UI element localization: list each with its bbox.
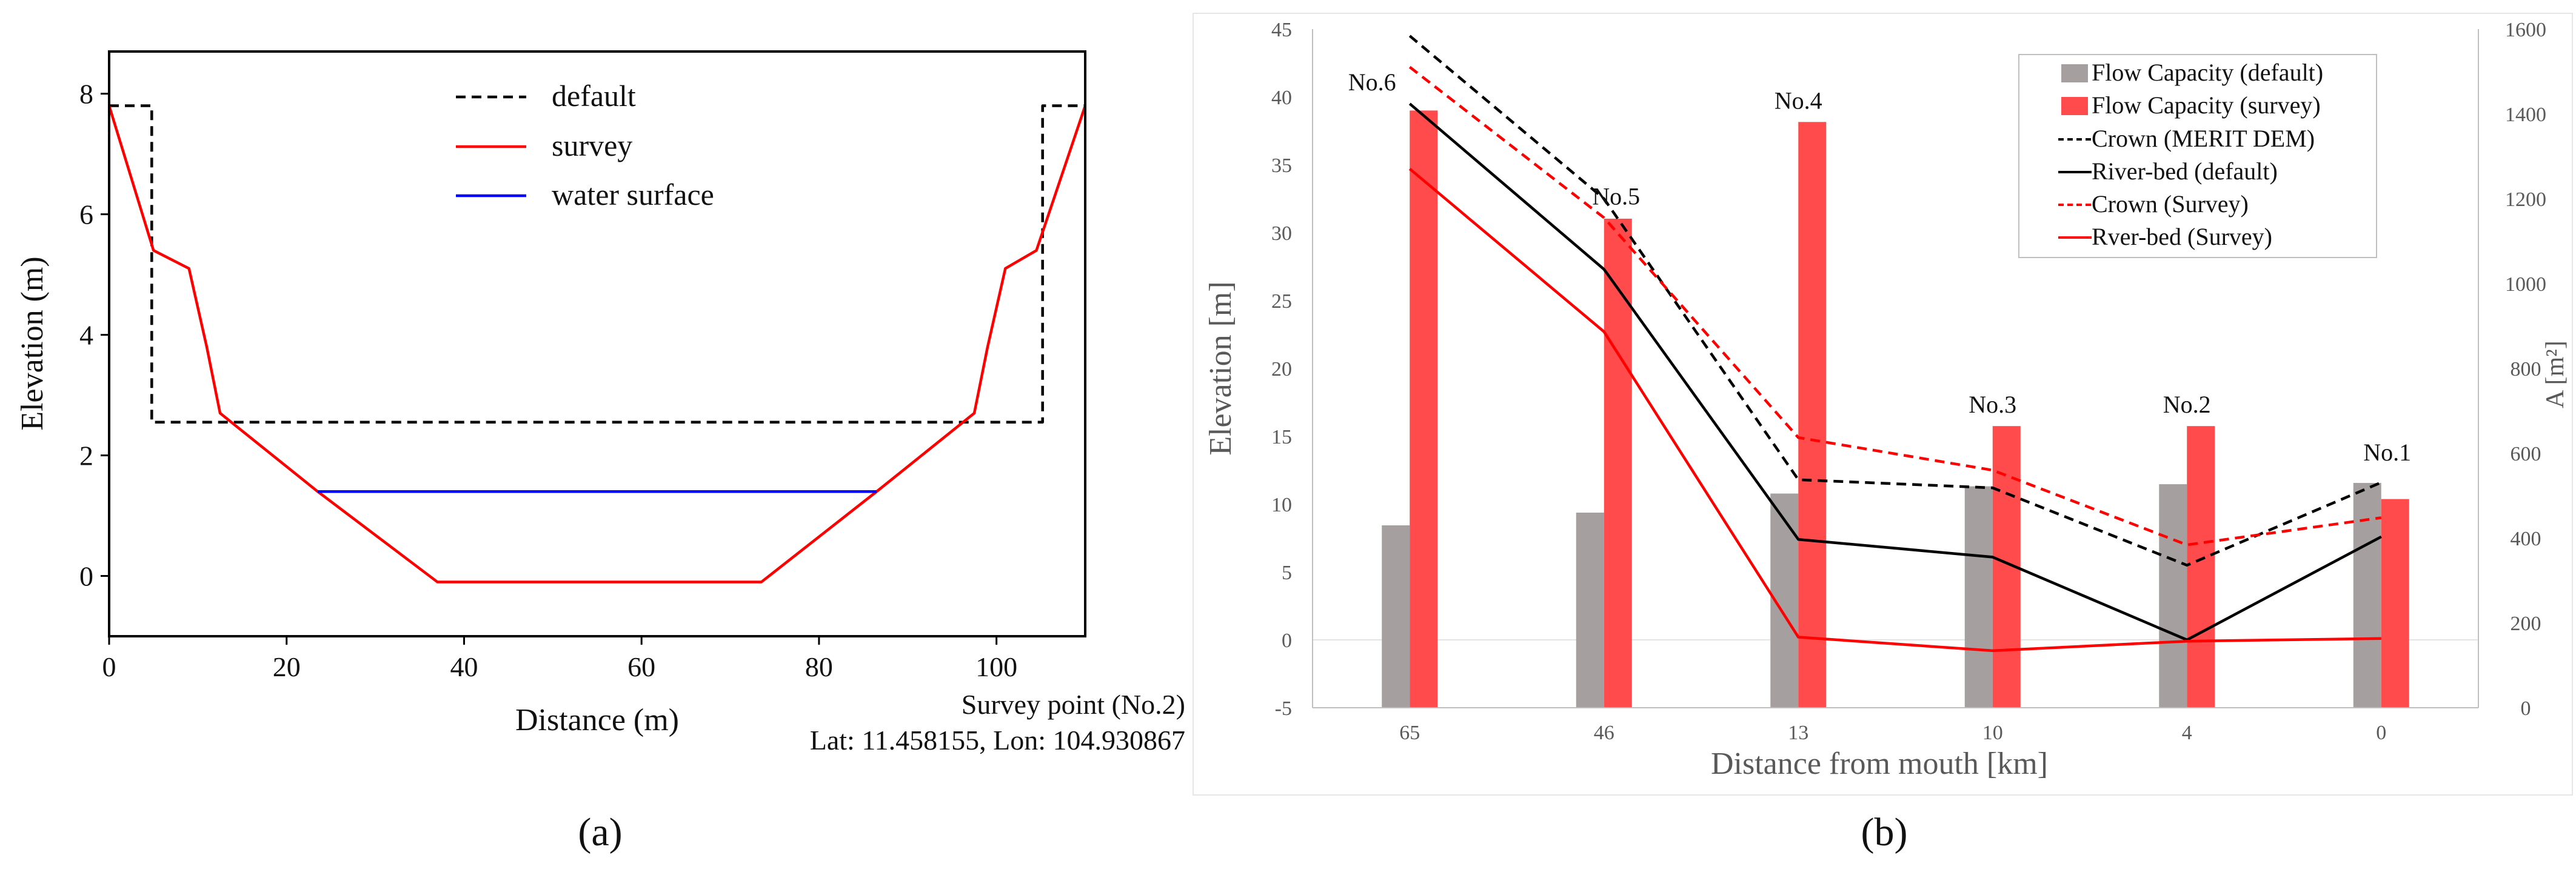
x-tick-label: 100 [975,651,1017,682]
bar-flow-capacity-survey-4 [2187,426,2215,708]
line-rver-bed-survey [1408,167,2381,653]
legend-label-riverbed-survey: Rver-bed (Survey) [2092,223,2272,250]
panel-a-y-ticks: 0 2 4 6 8 [79,79,109,592]
line-river-bed-default [1408,102,2382,642]
panel-b-y-ticks-right: 0 200 400 600 800 1000 1200 1400 1600 [2505,19,2546,720]
bar-flow-capacity-survey-65 [1410,110,1438,708]
panel-a-x-axis-label: Distance (m) [515,703,679,737]
bar-flow-capacity-default-65 [1382,525,1410,708]
right-y-tick-label: 400 [2511,528,2541,550]
x-category-label: 46 [1594,722,1614,744]
y-tick-label: 8 [79,79,93,110]
series-line-default [109,104,1085,424]
station-label-no5: No.5 [1592,182,1640,210]
y-tick-label: 2 [79,441,93,471]
panel-b-border [1193,13,2573,796]
survey-coordinates-annotation: Lat: 11.458155, Lon: 104.930867 [810,725,1185,756]
panel-b-y-ticks-left: -5 0 5 10 15 20 25 30 35 40 45 [1271,19,1292,720]
station-label-no1: No.1 [2363,439,2411,466]
x-tick-label: 80 [805,651,833,682]
right-y-tick-label: 600 [2511,443,2541,465]
panel-a-legend: default survey water surface [456,79,714,211]
bar-flow-capacity-default-10 [1964,486,1993,708]
station-label-no6: No.6 [1348,68,1396,96]
legend-label-crown-survey: Crown (Survey) [2092,190,2249,218]
y-tick-label: 4 [79,320,93,351]
legend-swatch-flow-capacity-default [2061,64,2088,82]
right-y-tick-label: 1200 [2505,188,2546,211]
left-y-tick-label: -5 [1275,697,1292,720]
x-category-label: 0 [2376,722,2386,744]
legend-label-water-surface: water surface [552,178,714,211]
left-y-tick-label: 25 [1271,290,1292,313]
x-category-label: 65 [1399,722,1420,744]
left-y-tick-label: 30 [1271,222,1292,245]
y-tick-label: 6 [79,199,93,230]
left-y-tick-label: 35 [1271,155,1292,177]
survey-point-annotation: Survey point (No.2) [962,689,1185,720]
right-y-tick-label: 1400 [2505,104,2546,126]
x-category-label: 13 [1788,722,1808,744]
legend-label-survey: survey [552,128,632,162]
left-y-tick-label: 15 [1271,426,1292,448]
x-category-label: 10 [1982,722,2003,744]
right-y-tick-label: 0 [2521,697,2531,720]
legend-label-flow-capacity-default: Flow Capacity (default) [2092,59,2323,86]
x-category-label: 4 [2182,722,2192,744]
line-crown-merit-dem [1408,35,2382,567]
right-y-tick-label: 200 [2511,613,2541,635]
legend-label-default: default [552,79,636,113]
panel-b-x-axis-label: Distance from mouth [km] [1711,747,2048,781]
right-y-tick-label: 1600 [2505,19,2546,41]
bar-flow-capacity-default-0 [2353,483,2381,708]
panel-b-right-axis-label: A [m²] [2541,341,2569,408]
x-tick-label: 0 [102,651,116,682]
series-line-survey [107,105,1087,584]
line-crown-survey [1408,65,2382,547]
left-y-tick-label: 10 [1271,494,1292,516]
legend-label-flow-capacity-survey: Flow Capacity (survey) [2092,91,2321,119]
station-label-no4: No.4 [1775,87,1822,114]
bar-flow-capacity-survey-46 [1604,218,1632,708]
x-tick-label: 60 [627,651,655,682]
left-y-tick-label: 45 [1271,19,1292,41]
right-y-tick-label: 1000 [2505,273,2546,296]
left-y-tick-label: 5 [1282,562,1292,584]
left-y-tick-label: 0 [1282,630,1292,652]
bar-flow-capacity-survey-13 [1798,122,1827,708]
legend-label-riverbed-default: River-bed (default) [2092,158,2278,185]
bar-flow-capacity-survey-0 [2381,499,2409,708]
panel-b-legend-box [2018,54,2377,258]
panel-a-x-ticks: 0 20 40 60 80 100 [102,636,1017,682]
legend-swatch-flow-capacity-survey [2061,97,2088,115]
panel-b-legend: Flow Capacity (default) Flow Capacity (s… [2018,54,2377,258]
panel-b-x-ticks: 65 46 13 10 4 0 [1399,722,2386,744]
y-tick-label: 0 [79,561,93,592]
bar-flow-capacity-default-46 [1576,513,1604,708]
panel-a-y-axis-label: Elevation (m) [15,256,50,430]
left-y-tick-label: 20 [1271,358,1292,381]
panel-b-station-labels: No.6 No.5 No.4 No.3 No.2 No.1 [1348,68,2411,466]
panel-a-label: (a) [578,810,622,854]
right-y-tick-label: 800 [2511,358,2541,381]
panel-b-label: (b) [1861,810,1908,854]
left-y-tick-label: 40 [1271,87,1292,109]
station-label-no2: No.2 [2163,391,2211,418]
x-tick-label: 40 [450,651,478,682]
panel-a-series [107,104,1087,584]
x-tick-label: 20 [273,651,301,682]
panel-b-lines [1408,35,2382,653]
panel-a-plot-frame [108,50,1086,637]
station-label-no3: No.3 [1969,391,2016,418]
bar-flow-capacity-default-4 [2159,484,2187,708]
panel-a-chart: 0 20 40 60 80 100 0 2 4 6 8 Distance (m) Elevatio… [15,50,1185,854]
legend-label-crown-merit: Crown (MERIT DEM) [2092,125,2315,152]
panel-b-y-axis-label: Elevation [m] [1203,281,1238,455]
